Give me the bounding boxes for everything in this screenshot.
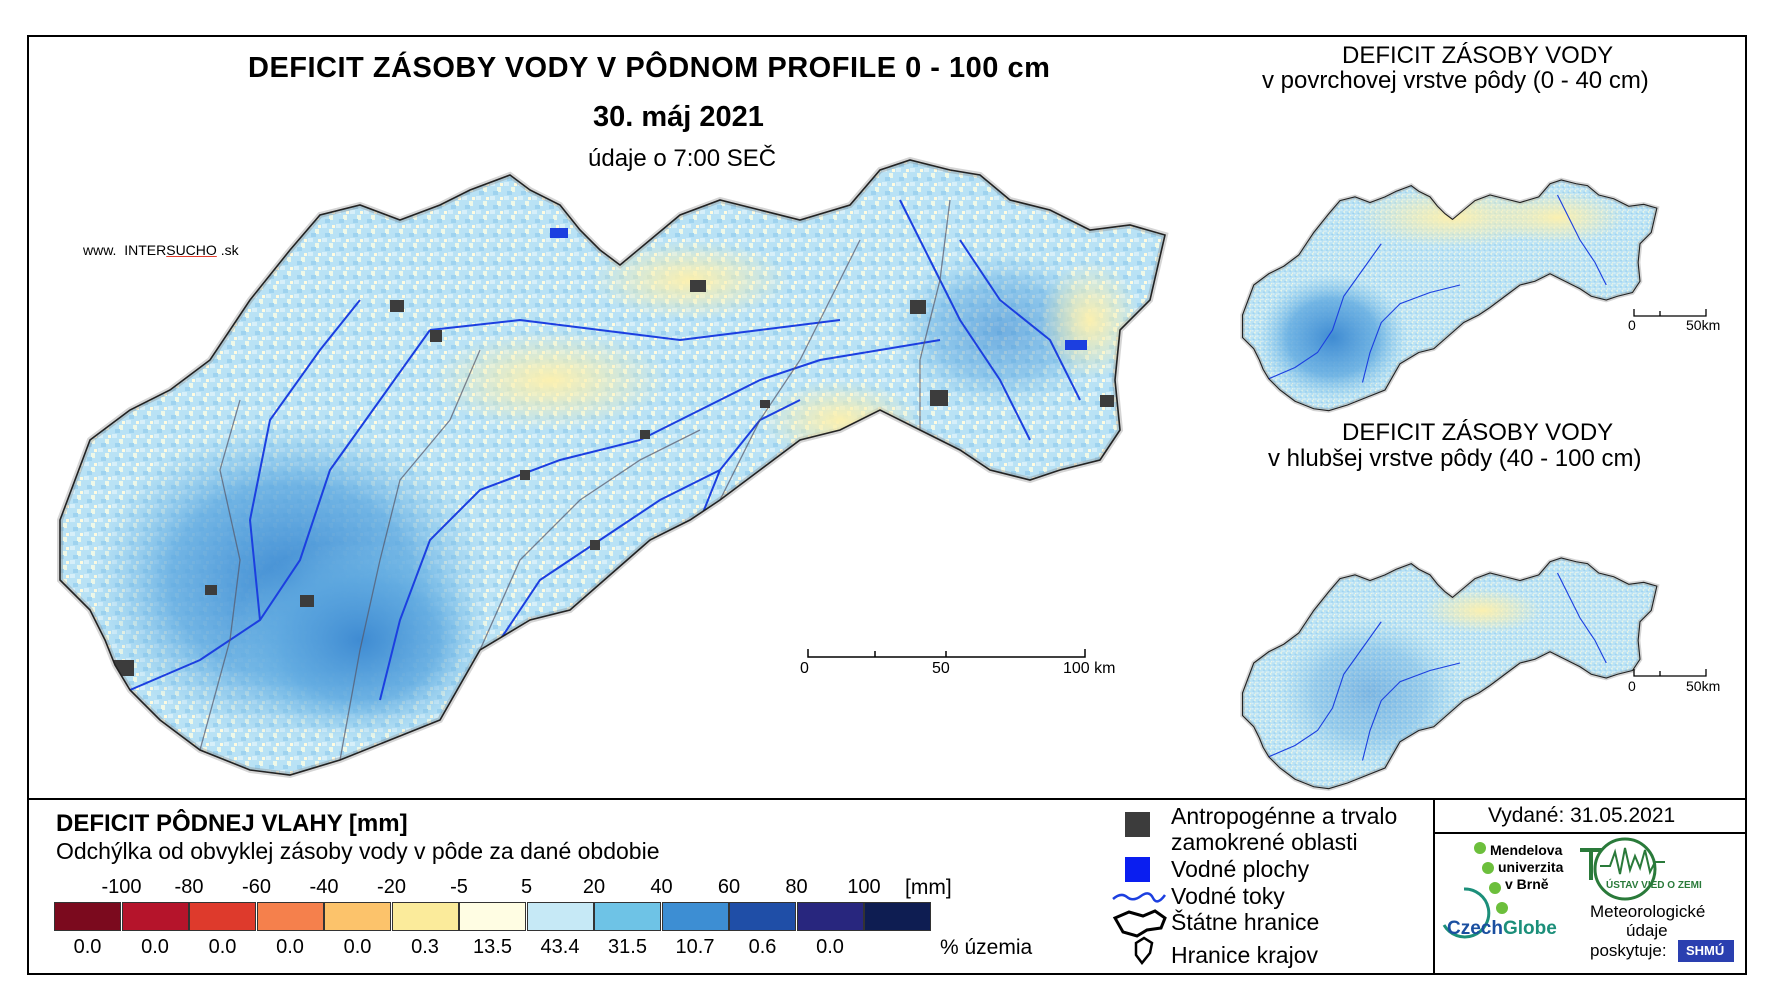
mendel-dot-icon [1474, 842, 1486, 854]
legend-swatch [729, 902, 796, 931]
mendel-logo-text-2: univerzita [1498, 859, 1564, 875]
meteo-credit-line-3: poskytuje: [1590, 941, 1667, 960]
legend-pct-value: 0.3 [411, 936, 439, 958]
shmu-logo-text: SHMÚ [1686, 943, 1725, 958]
legend-pct-value: 0.0 [816, 936, 844, 958]
meteo-credit-line-2: údaje [1626, 921, 1668, 940]
legend-pct-value: 0.0 [276, 936, 304, 958]
legend-class-bound: -60 [242, 876, 271, 898]
website-prefix: www. [83, 242, 117, 258]
legend-class-bound: 40 [650, 876, 673, 898]
intersucho-logo: www. INTERSUCHO .sk [83, 242, 239, 258]
legend-swatch [661, 902, 729, 931]
deep-inset-title: DEFICIT ZÁSOBY VODY [1342, 419, 1614, 446]
uvgz-logo-text: ÚSTAV VIED O ZEMI [1606, 880, 1702, 891]
mendel-dot-icon [1496, 902, 1508, 914]
main-scale-label-0: 0 [800, 660, 809, 677]
legend-swatch [594, 902, 661, 931]
mendel-logo-text-3: v Brně [1505, 876, 1549, 892]
legend-unit: [mm] [905, 876, 952, 899]
urban-area-label-2: zamokrené oblasti [1171, 829, 1358, 855]
legend-class-bound: -80 [174, 876, 204, 898]
legend-class-bound: -20 [377, 876, 406, 898]
rivers-label: Vodné toky [1171, 883, 1285, 909]
mendel-dot-icon [1482, 862, 1494, 874]
surface-inset-title: DEFICIT ZÁSOBY VODY [1342, 42, 1614, 69]
czechglobe-logo-text: CzechGlobe [1447, 918, 1557, 940]
legend-swatch [391, 902, 459, 931]
legend-class-bound: 60 [717, 876, 741, 898]
legend-swatch [54, 902, 121, 931]
website-brand-a: INTER [124, 242, 167, 258]
legend-class-bound: 100 [847, 876, 881, 898]
legend-pct-value: 0.0 [343, 936, 372, 958]
deep-scale-label-0: 0 [1628, 678, 1636, 694]
main-scale-label-100: 100 km [1063, 660, 1116, 677]
main-scale-bar [807, 649, 1086, 658]
legend-class-bound: 20 [582, 876, 606, 898]
legend-swatch [864, 902, 931, 931]
legend-title: DEFICIT PÔDNEJ VLAHY [mm] [56, 810, 408, 837]
issued-divider [1433, 832, 1747, 834]
legend-pct-value: 13.5 [473, 936, 512, 958]
map-time-note: údaje o 7:00 SEČ [588, 145, 777, 172]
meteo-credit-line-1: Meteorologické [1590, 902, 1706, 921]
legend-swatch [121, 902, 189, 931]
czechglobe-text-a: Czech [1447, 918, 1503, 939]
legend-swatch [324, 902, 391, 931]
deep-scale-label-50: 50km [1686, 678, 1721, 694]
mendel-logo-text-1: Mendelova [1490, 842, 1563, 858]
legend-pct-value: 0.6 [748, 936, 777, 958]
legend-pct-value: 0.0 [208, 936, 237, 958]
main-scale-label-50: 50 [932, 660, 950, 677]
urban-area-symbol [1125, 812, 1150, 837]
legend-pct-value: 31.5 [608, 936, 647, 958]
legend-pct-value: 10.7 [675, 936, 715, 958]
website-suffix: .sk [220, 242, 239, 258]
legend-pct-value: 43.4 [540, 936, 580, 958]
legend-swatch [526, 902, 594, 931]
legend-class-bound: 80 [785, 876, 808, 898]
legend-swatch [459, 902, 526, 931]
legend-class-bound: 5 [520, 876, 533, 898]
legend-pct-label: % územia [940, 936, 1033, 959]
legend-class-bound: -40 [309, 876, 339, 898]
mendel-dot-icon [1489, 882, 1501, 894]
legend-swatch [256, 902, 324, 931]
czechglobe-text-b: Globe [1502, 918, 1557, 939]
state-border-label: Štátne hranice [1171, 909, 1320, 935]
legend-pct-value: 0.0 [73, 936, 102, 958]
legend-swatch [796, 902, 864, 931]
legend-pct-value: 0.0 [141, 936, 169, 958]
credits-divider [1433, 798, 1435, 975]
map-date: 30. máj 2021 [593, 101, 764, 133]
legend-swatch [189, 902, 256, 931]
issued-date: Vydané: 31.05.2021 [1488, 804, 1676, 827]
legend-subtitle: Odchýlka od obvyklej zásoby vody v pôde … [56, 838, 660, 864]
legend-class-bound: -100 [101, 876, 142, 898]
legend-class-bound: -5 [450, 876, 468, 898]
surface-inset-subtitle: v povrchovej vrstve pôdy (0 - 40 cm) [1262, 67, 1649, 94]
map-title: DEFICIT ZÁSOBY VODY V PÔDNOM PROFILE 0 -… [248, 52, 1051, 84]
surface-scale-label-0: 0 [1628, 317, 1636, 333]
urban-area-label: Antropogénne a trvalo [1171, 803, 1398, 829]
surface-scale-label-50: 50km [1686, 317, 1721, 333]
region-border-label: Hranice krajov [1171, 942, 1318, 968]
water-bodies-label: Vodné plochy [1171, 856, 1310, 882]
water-bodies-symbol [1125, 857, 1150, 882]
legend-divider [27, 798, 1747, 800]
website-brand-b: SUCHO [166, 242, 217, 258]
deep-inset-subtitle: v hlubšej vrstve pôdy (40 - 100 cm) [1268, 445, 1642, 472]
